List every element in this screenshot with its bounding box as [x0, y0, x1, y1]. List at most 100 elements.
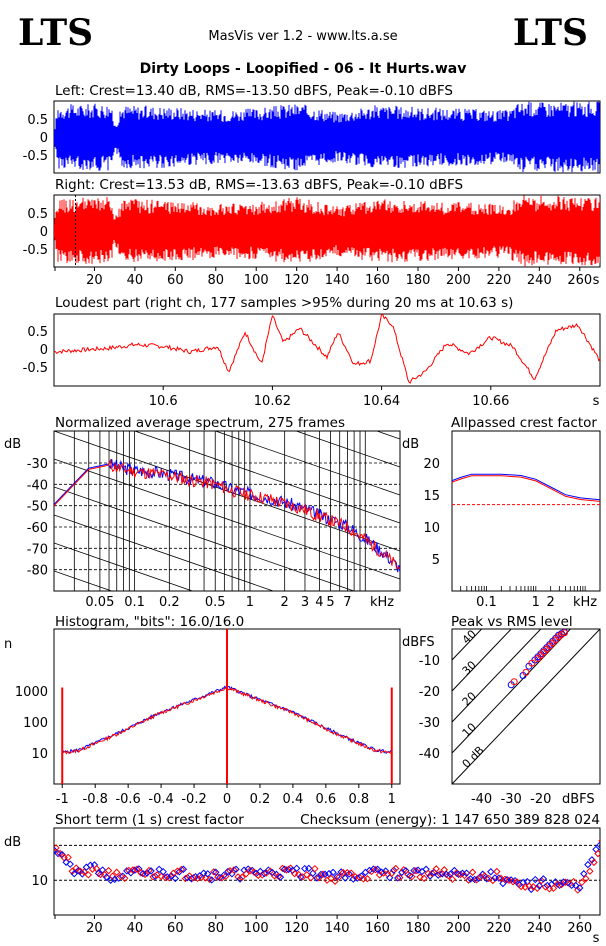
st-point-left [297, 873, 305, 881]
st-point-right [145, 866, 153, 875]
st-point-right [448, 875, 457, 884]
crest-ytick-2: 10 [423, 521, 440, 536]
st-point-left [268, 868, 277, 877]
st-point-right [363, 875, 372, 883]
st-xtick-3: 80 [208, 921, 225, 936]
loud-xtick-0: 10.6 [149, 394, 178, 409]
crest-right-trace [452, 475, 600, 502]
left-ytick-0: 0.5 [27, 113, 48, 128]
right-xtick-7: 160 [365, 273, 390, 288]
st-point-right [238, 873, 246, 881]
st-point-left [373, 865, 382, 873]
st-point-right [56, 849, 64, 858]
st-point-right [104, 866, 113, 875]
st-point-left [474, 874, 483, 882]
pvr-diagonal-label-2: 20 [460, 690, 479, 709]
st-xtick-2: 60 [167, 921, 184, 936]
st-point-right [464, 876, 473, 884]
st-point-right [319, 870, 327, 878]
st-point-right [117, 872, 125, 881]
st-point-left [183, 873, 192, 882]
spectrum-left-trace [54, 459, 400, 573]
st-point-left [123, 867, 131, 875]
spectrum-slope-line [54, 542, 194, 591]
st-point-left [276, 873, 285, 881]
st-point-right [432, 865, 440, 873]
histogram-ytick-1: 100 [23, 716, 48, 731]
st-point-left [519, 878, 527, 887]
st-point-left [390, 866, 398, 875]
pvr-crest-diagonal [452, 629, 600, 784]
st-point-left [584, 860, 592, 869]
st-point-right [92, 864, 101, 873]
spectrum-ytick-2: -50 [27, 500, 48, 515]
left-waveform-panel: Left: Crest=13.40 dB, RMS=-13.50 dBFS, P… [23, 83, 601, 174]
st-point-left [301, 864, 309, 873]
spectrum-ytick-0: -30 [27, 457, 48, 472]
histogram-xtick-2: -0.6 [115, 792, 140, 807]
st-point-right [299, 873, 307, 881]
st-point-right [210, 868, 218, 876]
st-point-left [220, 871, 228, 880]
histogram-xtick-5: 0 [223, 792, 231, 807]
right-xtick-6: 140 [325, 273, 350, 288]
loudest-part-frame [53, 313, 601, 387]
st-point-right [481, 872, 489, 880]
st-point-right [84, 871, 93, 879]
st-point-right [472, 876, 481, 884]
st-point-left [208, 876, 216, 884]
st-point-left [313, 874, 321, 882]
st-point-right [489, 876, 497, 885]
right-xtick-5: 120 [284, 273, 309, 288]
st-point-right [501, 875, 509, 883]
st-point-right [485, 874, 493, 883]
allpassed-crest-xunit: kHz [573, 595, 597, 610]
st-point-right [121, 874, 129, 883]
st-point-right [549, 884, 558, 893]
histogram-ytick-0: 1000 [15, 685, 48, 700]
spectrum-xtick-9: 7 [343, 595, 351, 610]
st-point-left [58, 850, 66, 859]
right-xtick-9: 200 [446, 273, 471, 288]
right-xtick-11: 240 [527, 273, 552, 288]
st-point-right [537, 876, 546, 885]
crest-left-trace [452, 473, 600, 501]
st-point-left [539, 875, 548, 883]
histogram-xtick-0: -1 [56, 792, 69, 807]
right-ytick-0: 0.5 [27, 207, 48, 222]
loud-ytick-2: -0.5 [23, 361, 48, 376]
spectrum-right-trace [54, 458, 400, 570]
st-point-right [404, 870, 412, 879]
st-point-right [578, 878, 586, 887]
st-point-left [54, 849, 62, 858]
right-waveform-title: Right: Crest=13.53 dB, RMS=-13.63 dBFS, … [55, 177, 463, 193]
histogram-xtick-6: 0.2 [250, 792, 271, 807]
st-point-right [493, 867, 501, 876]
st-point-left [555, 881, 564, 890]
st-point-left [232, 865, 240, 873]
histogram-xtick-8: 0.6 [316, 792, 337, 807]
pvr-ytick-0: -10 [419, 654, 440, 669]
st-point-right [290, 869, 299, 878]
spectrum-panel: Normalized average spectrum, 275 frames … [4, 415, 401, 610]
spectrum-ytick-1: -40 [27, 478, 48, 493]
right-ytick-1: 0 [40, 225, 48, 240]
crest-ytick-3: 5 [432, 553, 440, 568]
st-point-left [98, 866, 107, 874]
right-xtick-1: 40 [127, 273, 144, 288]
right-xtick-2: 60 [167, 273, 184, 288]
st-point-left [487, 868, 495, 876]
st-point-left [580, 870, 588, 878]
st-xtick-7: 160 [365, 921, 390, 936]
logo-left: LTS [18, 12, 93, 54]
histogram-xtick-4: -0.2 [181, 792, 206, 807]
st-point-right [278, 864, 287, 873]
pvr-diagonal-label-4: 0 dB [460, 744, 487, 771]
st-point-right [379, 869, 388, 877]
pvr-xtick-2: -20 [530, 792, 551, 807]
right-xtick-12: 260 [567, 273, 592, 288]
st-point-right [185, 872, 194, 880]
st-point-right [594, 849, 600, 858]
st-point-left [357, 872, 366, 880]
st-point-left [462, 869, 471, 877]
